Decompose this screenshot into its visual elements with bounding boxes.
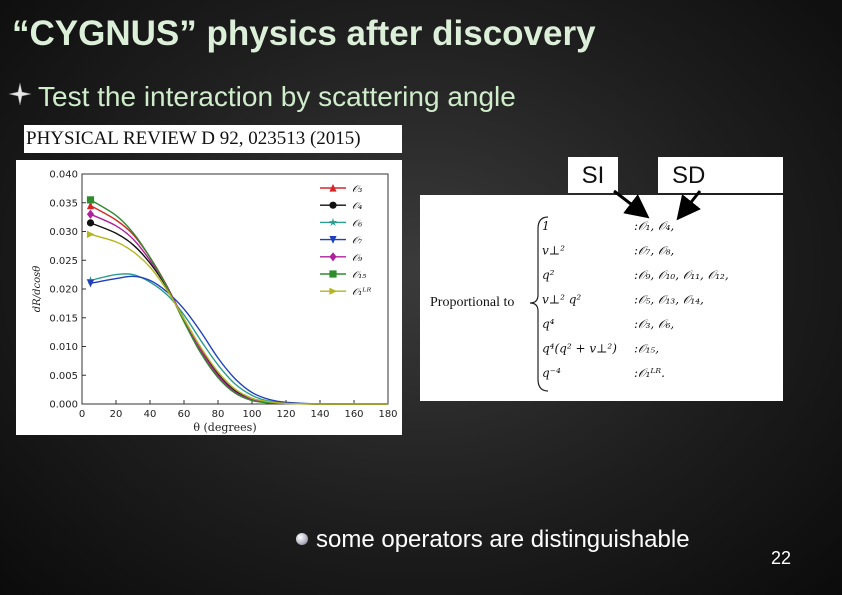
operator-factor: q⁴ — [542, 317, 555, 331]
series-line — [90, 275, 388, 405]
chart-svg: 0 20 40 60 80 100 120 140 160 180 0.000 0.005 0.010 0… — [32, 170, 398, 435]
operator-factor: q⁻⁴ — [542, 366, 561, 380]
slide-title: “CYGNUS” physics after discovery — [12, 14, 596, 53]
plot-frame — [81, 173, 389, 405]
y-tick-label: 0.010 — [49, 342, 78, 353]
operator-list: :𝒪₁ᴸᴿ. — [634, 366, 665, 380]
legend-marker — [329, 287, 338, 295]
data-point — [86, 201, 95, 210]
y-tick-label: 0.015 — [49, 313, 78, 324]
page-number: 22 — [771, 548, 792, 568]
x-axis-label: θ (degrees) — [193, 421, 256, 434]
legend-label: 𝒪₆ — [352, 218, 362, 229]
series-line — [90, 273, 388, 405]
legend-marker — [328, 218, 338, 226]
operator-list: :𝒪₁₅, — [634, 342, 659, 356]
y-tick-label: 0.030 — [49, 227, 78, 238]
bottom-bullet-text: some operators are distinguishable — [316, 526, 690, 553]
y-tick-label: 0.005 — [49, 371, 78, 382]
legend-marker — [329, 252, 337, 262]
data-point — [86, 196, 95, 204]
legend-label: 𝒪₉ — [352, 253, 362, 264]
series-line — [90, 213, 388, 405]
x-tick-label: 140 — [310, 409, 329, 420]
y-tick-label: 0.025 — [49, 256, 78, 267]
x-tick-label: 180 — [378, 409, 397, 420]
operator-list: :𝒪₁, 𝒪₄, — [634, 219, 674, 233]
data-point — [86, 209, 95, 219]
operator-factor: q² — [542, 268, 555, 282]
y-tick-label: 0.040 — [49, 170, 78, 181]
operator-list: :𝒪₅, 𝒪₁₃, 𝒪₁₄, — [634, 293, 704, 307]
legend-marker — [329, 270, 337, 278]
angular-spectrum-chart: 0 20 40 60 80 100 120 140 160 180 0.000 0.005 0.010 0… — [16, 160, 402, 435]
y-tick-label: 0.020 — [49, 285, 78, 296]
proportional-label: Proportional to — [430, 295, 514, 310]
legend-label: 𝒪₃ — [352, 184, 362, 195]
x-tick-label: 0 — [79, 409, 85, 420]
y-tick-label: 0.035 — [49, 198, 78, 209]
si-label: SI — [568, 157, 618, 193]
series-line — [90, 222, 388, 405]
operator-factor: 1 — [542, 219, 550, 233]
si-arrow-icon — [613, 189, 650, 219]
x-tick-label: 120 — [276, 409, 295, 420]
cross-bullet-icon — [8, 82, 32, 106]
x-tick-label: 40 — [144, 409, 157, 420]
legend-label: 𝒪₄ — [352, 201, 362, 212]
legend-marker — [329, 201, 337, 209]
sd-label: SD — [658, 157, 783, 193]
y-tick-label: 0.000 — [49, 400, 78, 411]
x-tick-label: 20 — [110, 409, 123, 420]
series-line — [90, 233, 388, 405]
data-point — [86, 279, 95, 288]
data-point — [86, 219, 95, 227]
bullet-text: Test the interaction by scattering angle — [38, 81, 516, 112]
operator-factor: v⊥² q² — [542, 293, 581, 307]
legend-marker — [329, 236, 337, 244]
legend-label: 𝒪₇ — [352, 236, 362, 247]
left-brace — [529, 216, 549, 392]
y-axis-label: dR/dcosθ — [32, 266, 43, 312]
operator-table: Proportional to 1 :𝒪₁, 𝒪₄, v⊥² :𝒪₇, 𝒪₈, q² :𝒪… — [430, 216, 729, 392]
operator-factor: v⊥² — [542, 244, 565, 258]
data-point — [86, 230, 95, 238]
journal-citation: PHYSICAL REVIEW D 92, 023513 (2015) — [24, 125, 402, 153]
x-tick-label: 60 — [178, 409, 191, 420]
pointer-arrows — [600, 185, 710, 230]
legend-marker — [329, 183, 337, 192]
legend-label: 𝒪₁ᴸᴿ — [352, 287, 371, 298]
x-tick-label: 80 — [212, 409, 225, 420]
sd-arrow-icon — [676, 190, 702, 221]
legend-label: 𝒪₁₅ — [352, 270, 366, 281]
operator-list: :𝒪₃, 𝒪₆, — [634, 317, 674, 331]
operator-list: :𝒪₉, 𝒪₁₀, 𝒪₁₁, 𝒪₁₂, — [634, 268, 729, 282]
operator-list: :𝒪₇, 𝒪₈, — [634, 244, 674, 258]
x-tick-label: 100 — [242, 409, 261, 420]
operator-panel: Proportional to 1 :𝒪₁, 𝒪₄, v⊥² :𝒪₇, 𝒪₈, q² :𝒪… — [420, 195, 783, 401]
x-tick-label: 160 — [344, 409, 363, 420]
series-line — [90, 199, 388, 405]
operator-factor: q⁴(q² + v⊥²) — [542, 342, 617, 356]
round-bullet-icon — [296, 533, 308, 545]
